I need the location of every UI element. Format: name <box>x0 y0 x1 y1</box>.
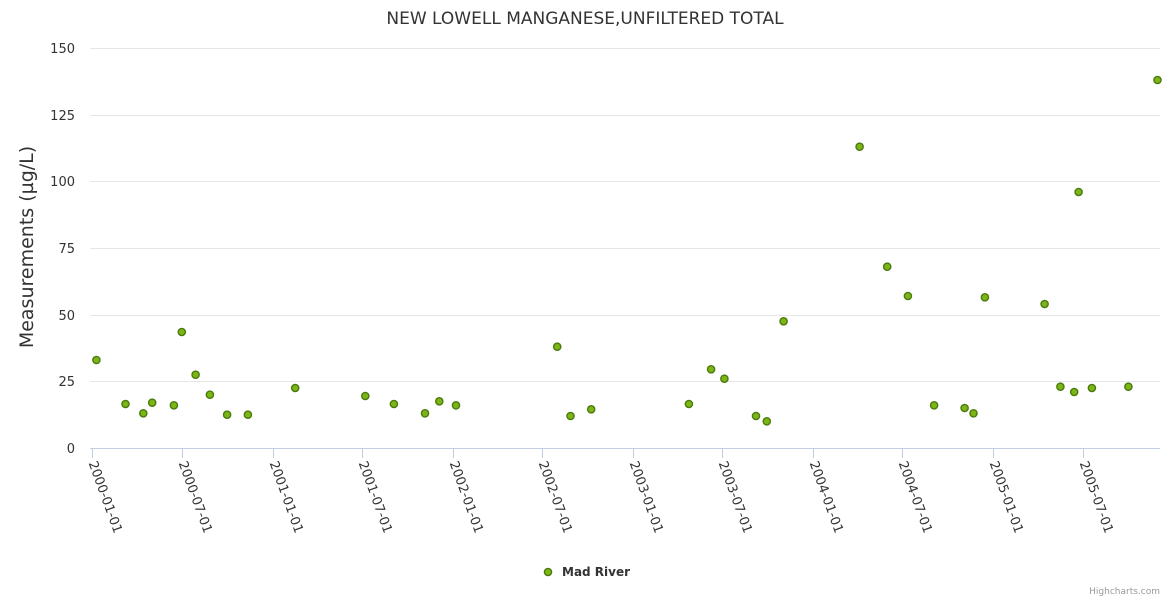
data-point[interactable] <box>720 374 729 384</box>
data-point[interactable] <box>205 390 215 400</box>
data-point[interactable] <box>706 364 716 374</box>
data-point[interactable] <box>566 411 575 421</box>
legend-item-mad-river[interactable]: Mad River <box>562 565 630 579</box>
data-point[interactable] <box>360 391 370 401</box>
y-tick-label: 75 <box>58 242 75 257</box>
legend-marker[interactable] <box>543 567 553 577</box>
y-tick-label: 0 <box>67 442 75 457</box>
x-axis: 2000-01-01 2000-07-01 2001-01-01 2001-07-01… <box>85 448 1116 535</box>
x-tick-label: 2001-07-01 <box>355 459 395 535</box>
data-point[interactable] <box>1087 383 1097 393</box>
data-point[interactable] <box>903 291 913 301</box>
x-tick-label: 2002-07-01 <box>535 459 575 535</box>
data-point[interactable] <box>1056 382 1065 392</box>
data-point[interactable] <box>929 400 939 410</box>
data-point[interactable] <box>855 142 864 151</box>
data-point[interactable] <box>138 408 148 418</box>
x-tick-label: 2003-07-01 <box>715 459 755 535</box>
x-tick-label: 2003-01-01 <box>626 459 666 535</box>
y-tick-label: 150 <box>50 42 75 57</box>
data-point[interactable] <box>552 342 562 352</box>
data-point[interactable] <box>222 410 232 420</box>
chart-title: NEW LOWELL MANGANESE,UNFILTERED TOTAL <box>386 9 784 29</box>
data-point[interactable] <box>121 399 130 409</box>
data-point[interactable] <box>434 396 444 406</box>
y-axis-ticks: 0 25 50 75 100 125 150 <box>50 42 75 457</box>
data-point[interactable] <box>980 292 990 302</box>
legend[interactable]: Mad River <box>543 565 630 579</box>
data-point[interactable] <box>960 403 969 413</box>
y-axis-label: Measurements (µg/L) <box>16 146 38 348</box>
data-point[interactable] <box>169 400 179 410</box>
y-tick-label: 50 <box>58 309 75 324</box>
x-tick-label: 2002-01-01 <box>446 459 486 535</box>
data-point[interactable] <box>969 408 978 418</box>
gridlines <box>90 48 1160 449</box>
x-tick-label: 2005-01-01 <box>986 459 1026 535</box>
data-point[interactable] <box>420 408 430 418</box>
data-point[interactable] <box>1124 382 1133 392</box>
data-point[interactable] <box>290 383 300 393</box>
data-point[interactable] <box>684 399 694 409</box>
y-tick-label: 100 <box>50 175 75 190</box>
data-point[interactable] <box>586 404 596 414</box>
data-point[interactable] <box>147 398 157 408</box>
data-point[interactable] <box>191 370 200 380</box>
data-point[interactable] <box>882 262 892 272</box>
x-tick-label: 2001-01-01 <box>266 459 306 535</box>
data-point[interactable] <box>1040 299 1049 309</box>
data-point[interactable] <box>751 411 761 421</box>
data-point[interactable] <box>177 327 187 337</box>
y-tick-label: 25 <box>58 375 75 390</box>
data-point[interactable] <box>1069 387 1079 397</box>
data-point[interactable] <box>389 399 399 409</box>
x-tick-label: 2000-01-01 <box>85 459 125 535</box>
series-points[interactable] <box>92 75 1162 426</box>
data-point[interactable] <box>92 355 101 365</box>
data-point[interactable] <box>762 416 772 426</box>
data-point[interactable] <box>779 316 788 326</box>
data-point[interactable] <box>1074 187 1083 197</box>
y-tick-label: 125 <box>50 109 75 124</box>
x-tick-label: 2005-07-01 <box>1076 459 1116 535</box>
x-tick-label: 2004-01-01 <box>806 459 846 535</box>
data-point[interactable] <box>451 400 461 410</box>
x-tick-label: 2004-07-01 <box>895 459 935 535</box>
credits-link[interactable]: Highcharts.com <box>1089 587 1160 597</box>
data-point[interactable] <box>1153 75 1162 85</box>
data-point[interactable] <box>243 410 253 420</box>
x-tick-label: 2000-07-01 <box>175 459 215 535</box>
